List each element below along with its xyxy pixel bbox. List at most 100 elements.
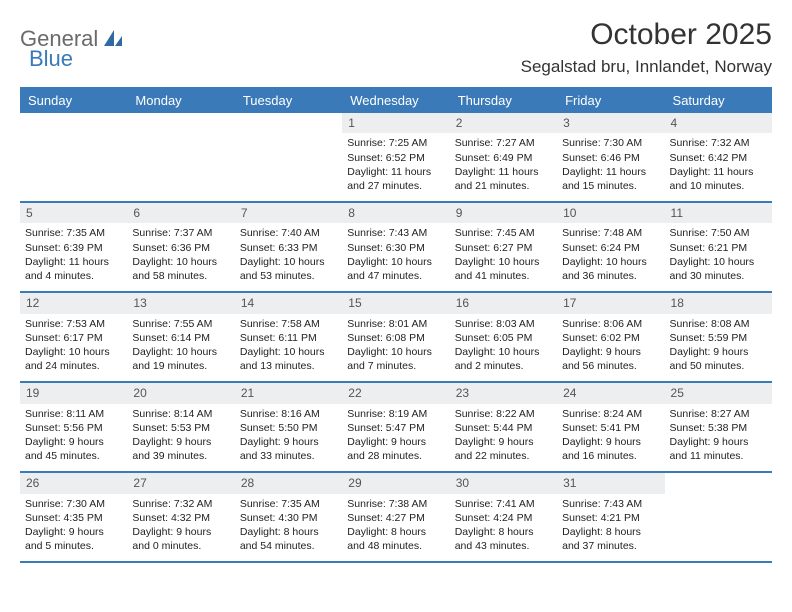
sunset-text: Sunset: 5:44 PM <box>455 421 552 435</box>
sunrise-text: Sunrise: 7:58 AM <box>240 317 337 331</box>
calendar-day-cell <box>235 113 342 201</box>
day-details: Sunrise: 8:01 AMSunset: 6:08 PMDaylight:… <box>342 314 449 382</box>
day-details <box>20 133 127 191</box>
sunrise-text: Sunrise: 7:48 AM <box>562 226 659 240</box>
sunrise-text: Sunrise: 8:08 AM <box>670 317 767 331</box>
calendar-day-cell: 13Sunrise: 7:55 AMSunset: 6:14 PMDayligh… <box>127 293 234 381</box>
sunset-text: Sunset: 5:47 PM <box>347 421 444 435</box>
daylight-text: Daylight: 8 hours and 48 minutes. <box>347 525 444 553</box>
day-number: 17 <box>557 293 664 313</box>
sunset-text: Sunset: 6:11 PM <box>240 331 337 345</box>
sunrise-text: Sunrise: 7:45 AM <box>455 226 552 240</box>
calendar-day-cell: 6Sunrise: 7:37 AMSunset: 6:36 PMDaylight… <box>127 203 234 291</box>
sunset-text: Sunset: 6:30 PM <box>347 241 444 255</box>
day-details: Sunrise: 8:19 AMSunset: 5:47 PMDaylight:… <box>342 404 449 472</box>
sunset-text: Sunset: 6:42 PM <box>670 151 767 165</box>
calendar-day-cell: 22Sunrise: 8:19 AMSunset: 5:47 PMDayligh… <box>342 383 449 471</box>
day-details: Sunrise: 8:27 AMSunset: 5:38 PMDaylight:… <box>665 404 772 472</box>
sunrise-text: Sunrise: 7:27 AM <box>455 136 552 150</box>
calendar-day-cell: 16Sunrise: 8:03 AMSunset: 6:05 PMDayligh… <box>450 293 557 381</box>
sunset-text: Sunset: 6:21 PM <box>670 241 767 255</box>
sunrise-text: Sunrise: 8:19 AM <box>347 407 444 421</box>
day-details: Sunrise: 8:14 AMSunset: 5:53 PMDaylight:… <box>127 404 234 472</box>
sunrise-text: Sunrise: 8:22 AM <box>455 407 552 421</box>
sunrise-text: Sunrise: 8:16 AM <box>240 407 337 421</box>
day-number: 1 <box>342 113 449 133</box>
sunrise-text: Sunrise: 8:03 AM <box>455 317 552 331</box>
daylight-text: Daylight: 10 hours and 2 minutes. <box>455 345 552 373</box>
sunrise-text: Sunrise: 7:30 AM <box>562 136 659 150</box>
sunset-text: Sunset: 4:21 PM <box>562 511 659 525</box>
day-number: 11 <box>665 203 772 223</box>
day-details: Sunrise: 7:43 AMSunset: 6:30 PMDaylight:… <box>342 223 449 291</box>
day-number: 18 <box>665 293 772 313</box>
sunset-text: Sunset: 6:36 PM <box>132 241 229 255</box>
day-details: Sunrise: 7:50 AMSunset: 6:21 PMDaylight:… <box>665 223 772 291</box>
daylight-text: Daylight: 9 hours and 0 minutes. <box>132 525 229 553</box>
daylight-text: Daylight: 9 hours and 16 minutes. <box>562 435 659 463</box>
sunset-text: Sunset: 4:27 PM <box>347 511 444 525</box>
calendar-day-cell: 15Sunrise: 8:01 AMSunset: 6:08 PMDayligh… <box>342 293 449 381</box>
sunrise-text: Sunrise: 7:32 AM <box>670 136 767 150</box>
sunset-text: Sunset: 6:24 PM <box>562 241 659 255</box>
day-details: Sunrise: 7:32 AMSunset: 4:32 PMDaylight:… <box>127 494 234 562</box>
calendar-week-row: 1Sunrise: 7:25 AMSunset: 6:52 PMDaylight… <box>20 113 772 203</box>
day-details: Sunrise: 7:41 AMSunset: 4:24 PMDaylight:… <box>450 494 557 562</box>
day-details: Sunrise: 8:08 AMSunset: 5:59 PMDaylight:… <box>665 314 772 382</box>
day-number <box>20 113 127 133</box>
daylight-text: Daylight: 10 hours and 7 minutes. <box>347 345 444 373</box>
sunset-text: Sunset: 4:30 PM <box>240 511 337 525</box>
day-number: 9 <box>450 203 557 223</box>
day-header-thursday: Thursday <box>450 89 557 113</box>
daylight-text: Daylight: 8 hours and 54 minutes. <box>240 525 337 553</box>
day-header-wednesday: Wednesday <box>342 89 449 113</box>
sunset-text: Sunset: 5:41 PM <box>562 421 659 435</box>
daylight-text: Daylight: 9 hours and 11 minutes. <box>670 435 767 463</box>
day-details: Sunrise: 7:30 AMSunset: 4:35 PMDaylight:… <box>20 494 127 562</box>
day-number: 21 <box>235 383 342 403</box>
location-subtitle: Segalstad bru, Innlandet, Norway <box>521 57 772 77</box>
sunset-text: Sunset: 6:46 PM <box>562 151 659 165</box>
day-details: Sunrise: 7:55 AMSunset: 6:14 PMDaylight:… <box>127 314 234 382</box>
calendar-day-cell: 14Sunrise: 7:58 AMSunset: 6:11 PMDayligh… <box>235 293 342 381</box>
sunset-text: Sunset: 5:38 PM <box>670 421 767 435</box>
calendar-day-cell: 28Sunrise: 7:35 AMSunset: 4:30 PMDayligh… <box>235 473 342 561</box>
day-details: Sunrise: 8:22 AMSunset: 5:44 PMDaylight:… <box>450 404 557 472</box>
sunset-text: Sunset: 6:05 PM <box>455 331 552 345</box>
calendar-day-cell: 30Sunrise: 7:41 AMSunset: 4:24 PMDayligh… <box>450 473 557 561</box>
day-number: 30 <box>450 473 557 493</box>
calendar-day-cell: 7Sunrise: 7:40 AMSunset: 6:33 PMDaylight… <box>235 203 342 291</box>
daylight-text: Daylight: 10 hours and 30 minutes. <box>670 255 767 283</box>
day-details: Sunrise: 8:03 AMSunset: 6:05 PMDaylight:… <box>450 314 557 382</box>
daylight-text: Daylight: 10 hours and 24 minutes. <box>25 345 122 373</box>
calendar-day-cell: 1Sunrise: 7:25 AMSunset: 6:52 PMDaylight… <box>342 113 449 201</box>
calendar: Sunday Monday Tuesday Wednesday Thursday… <box>20 87 772 563</box>
daylight-text: Daylight: 9 hours and 45 minutes. <box>25 435 122 463</box>
day-number: 8 <box>342 203 449 223</box>
day-details: Sunrise: 8:11 AMSunset: 5:56 PMDaylight:… <box>20 404 127 472</box>
day-details: Sunrise: 7:30 AMSunset: 6:46 PMDaylight:… <box>557 133 664 201</box>
sunrise-text: Sunrise: 8:14 AM <box>132 407 229 421</box>
sunset-text: Sunset: 4:35 PM <box>25 511 122 525</box>
daylight-text: Daylight: 10 hours and 53 minutes. <box>240 255 337 283</box>
calendar-day-cell <box>665 473 772 561</box>
sunset-text: Sunset: 6:27 PM <box>455 241 552 255</box>
day-number: 12 <box>20 293 127 313</box>
day-number: 26 <box>20 473 127 493</box>
day-number: 22 <box>342 383 449 403</box>
sunset-text: Sunset: 6:52 PM <box>347 151 444 165</box>
daylight-text: Daylight: 9 hours and 50 minutes. <box>670 345 767 373</box>
calendar-week-row: 19Sunrise: 8:11 AMSunset: 5:56 PMDayligh… <box>20 383 772 473</box>
sunset-text: Sunset: 6:33 PM <box>240 241 337 255</box>
logo-text-blue: Blue <box>29 46 73 71</box>
day-number: 4 <box>665 113 772 133</box>
sunrise-text: Sunrise: 7:25 AM <box>347 136 444 150</box>
sunrise-text: Sunrise: 7:43 AM <box>347 226 444 240</box>
calendar-day-cell: 27Sunrise: 7:32 AMSunset: 4:32 PMDayligh… <box>127 473 234 561</box>
day-details: Sunrise: 7:53 AMSunset: 6:17 PMDaylight:… <box>20 314 127 382</box>
sunrise-text: Sunrise: 7:41 AM <box>455 497 552 511</box>
day-details: Sunrise: 7:37 AMSunset: 6:36 PMDaylight:… <box>127 223 234 291</box>
day-number: 20 <box>127 383 234 403</box>
daylight-text: Daylight: 9 hours and 5 minutes. <box>25 525 122 553</box>
day-number: 15 <box>342 293 449 313</box>
